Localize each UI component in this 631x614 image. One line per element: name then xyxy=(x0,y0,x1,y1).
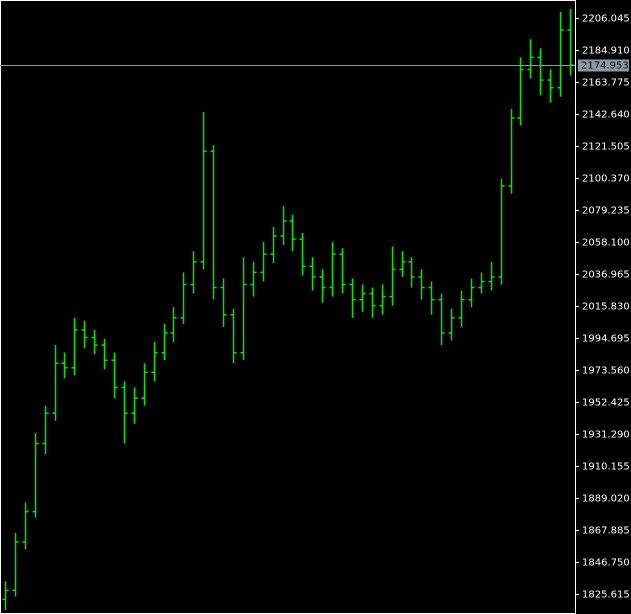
y-tick-label: 2079.235 xyxy=(582,206,630,217)
y-tick-label: 1867.885 xyxy=(582,526,630,537)
price-label-box xyxy=(578,59,629,72)
y-tick-label: 1931.290 xyxy=(582,430,630,441)
y-tick-label: 1952.425 xyxy=(582,398,630,409)
y-tick-label: 2184.910 xyxy=(582,46,630,57)
y-tick-label: 2163.775 xyxy=(582,78,630,89)
y-tick-label: 1846.750 xyxy=(582,558,630,569)
y-tick-label: 2121.505 xyxy=(582,142,630,153)
y-tick-label: 1889.020 xyxy=(582,494,630,505)
y-tick-label: 1994.695 xyxy=(582,334,630,345)
y-tick-label: 2015.830 xyxy=(582,302,630,313)
y-tick-label: 2036.965 xyxy=(582,270,630,281)
price-label: 2174.953 xyxy=(581,61,629,72)
y-tick-label: 2142.640 xyxy=(582,110,630,121)
y-tick-label: 2058.100 xyxy=(582,238,630,249)
y-tick-label: 1825.615 xyxy=(582,590,630,601)
y-tick-label: 1973.560 xyxy=(582,366,630,377)
y-tick-label: 1910.155 xyxy=(582,462,630,473)
plot-border xyxy=(0,0,576,614)
y-tick-label: 2206.045 xyxy=(582,14,630,25)
y-tick-label: 2100.370 xyxy=(582,174,630,185)
